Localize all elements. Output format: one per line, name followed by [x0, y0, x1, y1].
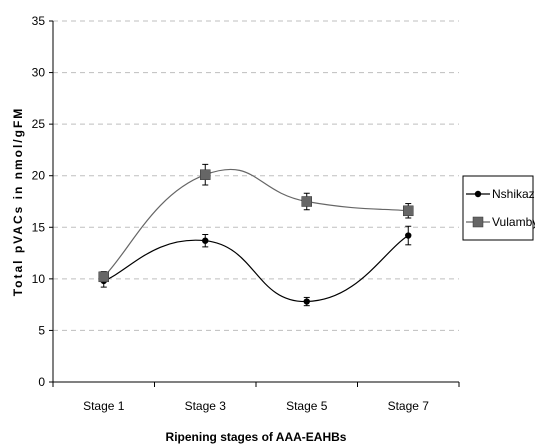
series-line — [103, 168, 409, 278]
data-point — [405, 232, 412, 239]
data-point — [200, 169, 211, 180]
y-ticks: 0 5 10 15 20 25 30 35 — [32, 14, 53, 389]
legend: Nshikazi Vulambya — [462, 175, 535, 241]
data-point — [202, 237, 209, 244]
legend-item-nshikazi: Nshikazi — [466, 187, 535, 201]
series-line — [103, 235, 409, 303]
legend-label: Nshikazi — [492, 187, 535, 201]
legend-box — [462, 175, 534, 241]
series-vulambya — [98, 163, 414, 283]
y-tick-label: 15 — [32, 220, 46, 234]
x-ticks: Stage 1 Stage 3 Stage 5 Stage 7 — [52, 382, 460, 413]
legend-marker — [474, 190, 482, 198]
series-layer — [98, 163, 414, 307]
legend-marker — [472, 216, 484, 228]
y-tick-label: 35 — [32, 14, 46, 28]
legend-item-vulambya: Vulambya — [466, 215, 535, 229]
legend-label: Vulambya — [492, 215, 535, 229]
y-axis-title: Total pVACs in nmol/gFM — [11, 107, 25, 297]
gridlines — [53, 20, 459, 331]
y-tick-label: 30 — [32, 66, 46, 80]
x-axis-title: Ripening stages of AAA-EAHBs — [166, 430, 347, 444]
y-tick-label: 0 — [38, 375, 45, 389]
data-point — [403, 205, 414, 217]
x-tick-label: Stage 7 — [388, 399, 430, 413]
y-tick-label: 25 — [32, 117, 46, 131]
x-tick-label: Stage 5 — [286, 399, 328, 413]
x-tick-label: Stage 1 — [83, 399, 125, 413]
y-tick-label: 10 — [32, 272, 46, 286]
data-point — [98, 271, 109, 283]
y-tick-label: 20 — [32, 169, 46, 183]
data-point — [301, 196, 312, 207]
y-tick-label: 5 — [38, 323, 45, 337]
data-point — [303, 298, 310, 305]
x-tick-label: Stage 3 — [185, 399, 227, 413]
